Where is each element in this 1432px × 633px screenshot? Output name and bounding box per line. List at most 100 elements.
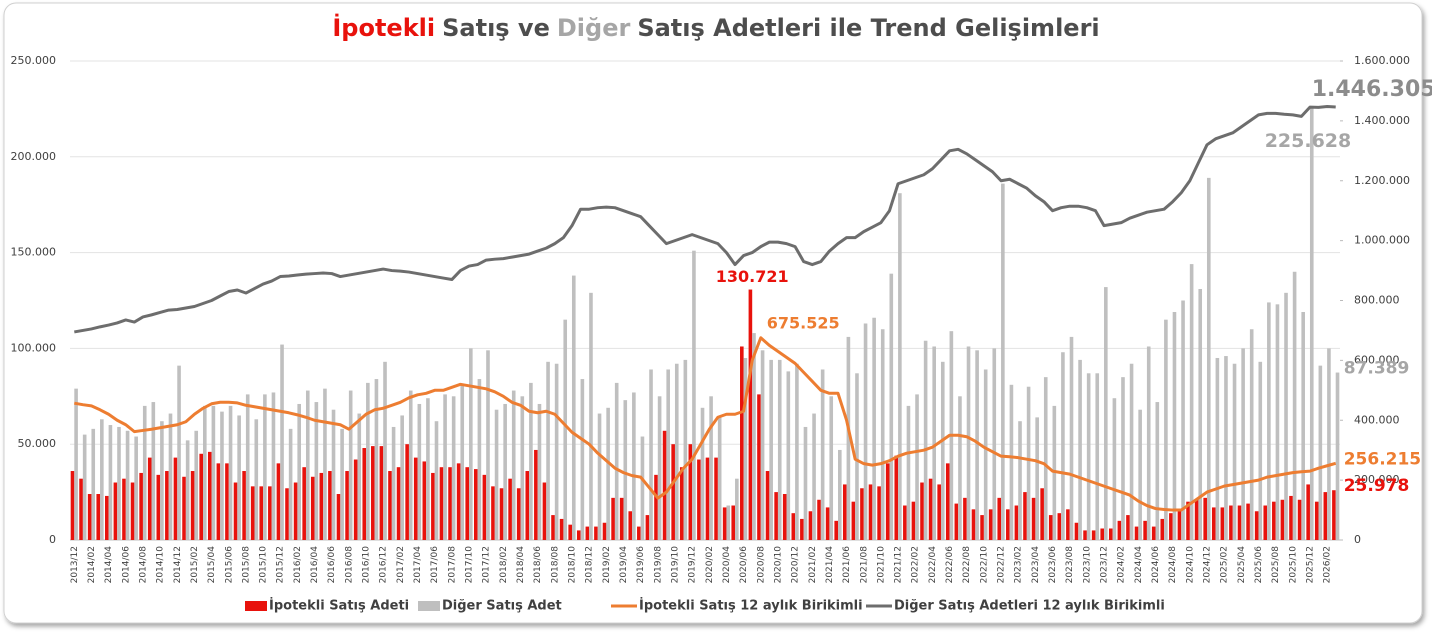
bar	[477, 379, 482, 540]
bar	[640, 436, 645, 540]
bar	[834, 520, 839, 540]
bar	[473, 469, 478, 540]
bar	[1203, 497, 1207, 540]
bar	[889, 273, 894, 540]
bar	[263, 394, 267, 540]
bar	[87, 494, 92, 540]
bar	[388, 471, 392, 540]
x-tick-label: 2019/02	[602, 546, 612, 583]
bar	[1280, 499, 1285, 540]
bar	[331, 409, 336, 540]
bar	[1189, 264, 1194, 540]
data-label: 130.721	[716, 267, 789, 286]
bar	[268, 486, 272, 540]
bar	[795, 363, 799, 540]
x-tick-label: 2025/12	[1305, 546, 1315, 583]
bar	[597, 413, 602, 540]
bar	[168, 413, 173, 540]
bar	[130, 482, 135, 540]
bar	[108, 425, 113, 540]
bar	[765, 471, 770, 540]
bar	[666, 369, 670, 540]
bar	[700, 407, 705, 540]
bar	[1263, 505, 1268, 540]
y-tick-label: 0	[49, 533, 56, 546]
x-tick-label: 2018/04	[516, 546, 526, 584]
bar	[692, 250, 696, 540]
x-tick-label: 2022/12	[997, 546, 1007, 583]
bar	[345, 471, 349, 540]
bar	[177, 365, 181, 540]
bar	[817, 499, 821, 540]
x-tick-label: 2022/06	[945, 546, 955, 584]
x-tick-label: 2017/08	[447, 546, 457, 584]
legend-label: Diğer Satış Adet	[442, 599, 562, 614]
y2-tick-label: 200.000	[1354, 473, 1400, 486]
bar	[353, 459, 358, 540]
x-tick-label: 2026/02	[1323, 546, 1333, 583]
bar	[228, 405, 233, 540]
bar	[379, 446, 384, 540]
bar	[825, 507, 830, 540]
bar	[1069, 336, 1074, 540]
bar	[838, 449, 842, 540]
bar	[405, 444, 409, 540]
bar	[1301, 311, 1305, 540]
y-tick-label: 200.000	[11, 150, 57, 163]
bar	[142, 405, 147, 540]
x-tick-label: 2020/10	[773, 546, 783, 584]
y-tick-label: 100.000	[11, 341, 57, 354]
bar	[203, 405, 207, 540]
x-tick-label: 2022/08	[962, 546, 972, 584]
bar	[1211, 507, 1216, 540]
bar	[460, 384, 465, 540]
bar	[302, 467, 306, 540]
bar	[194, 430, 199, 540]
bar	[671, 444, 675, 540]
bar	[494, 409, 499, 540]
bar	[122, 478, 126, 540]
bar	[1100, 528, 1105, 540]
y2-tick-label: 800.000	[1354, 294, 1400, 307]
x-tick-label: 2025/06	[1254, 546, 1264, 584]
x-tick-label: 2014/06	[121, 546, 131, 584]
x-tick-label: 2019/04	[619, 546, 629, 584]
line	[74, 105, 1336, 334]
bar	[898, 193, 902, 541]
bar	[417, 403, 422, 540]
bar	[151, 402, 156, 540]
bar	[216, 463, 221, 540]
legend-swatch	[245, 601, 267, 611]
x-tick-label: 2020/08	[756, 546, 766, 584]
bar	[975, 350, 979, 540]
x-tick-label: 2017/10	[465, 546, 475, 584]
x-tick-label: 2018/02	[499, 546, 509, 583]
bar	[147, 457, 152, 540]
bar	[426, 398, 430, 540]
bar	[1297, 499, 1302, 540]
bar	[1078, 359, 1082, 540]
bar	[469, 348, 473, 540]
x-tick-label: 2014/12	[173, 546, 183, 583]
bar	[812, 413, 816, 540]
x-tick-label: 2023/04	[1031, 546, 1041, 584]
bar	[125, 430, 130, 540]
bar	[1112, 398, 1117, 540]
bar	[259, 486, 264, 540]
bar	[1006, 509, 1010, 540]
data-label: 256.215	[1344, 449, 1421, 469]
bar	[1031, 497, 1036, 540]
bar	[1275, 304, 1280, 540]
bar	[160, 421, 164, 540]
bar	[945, 463, 950, 540]
bar	[456, 463, 461, 540]
y-tick-label: 150.000	[11, 246, 57, 259]
bar	[199, 453, 204, 540]
bar	[245, 394, 250, 540]
bar	[1224, 356, 1228, 540]
bar	[1146, 346, 1151, 540]
bar	[580, 379, 585, 540]
x-tick-label: 2021/10	[876, 546, 886, 584]
bar	[1043, 377, 1048, 540]
bar	[285, 488, 289, 540]
